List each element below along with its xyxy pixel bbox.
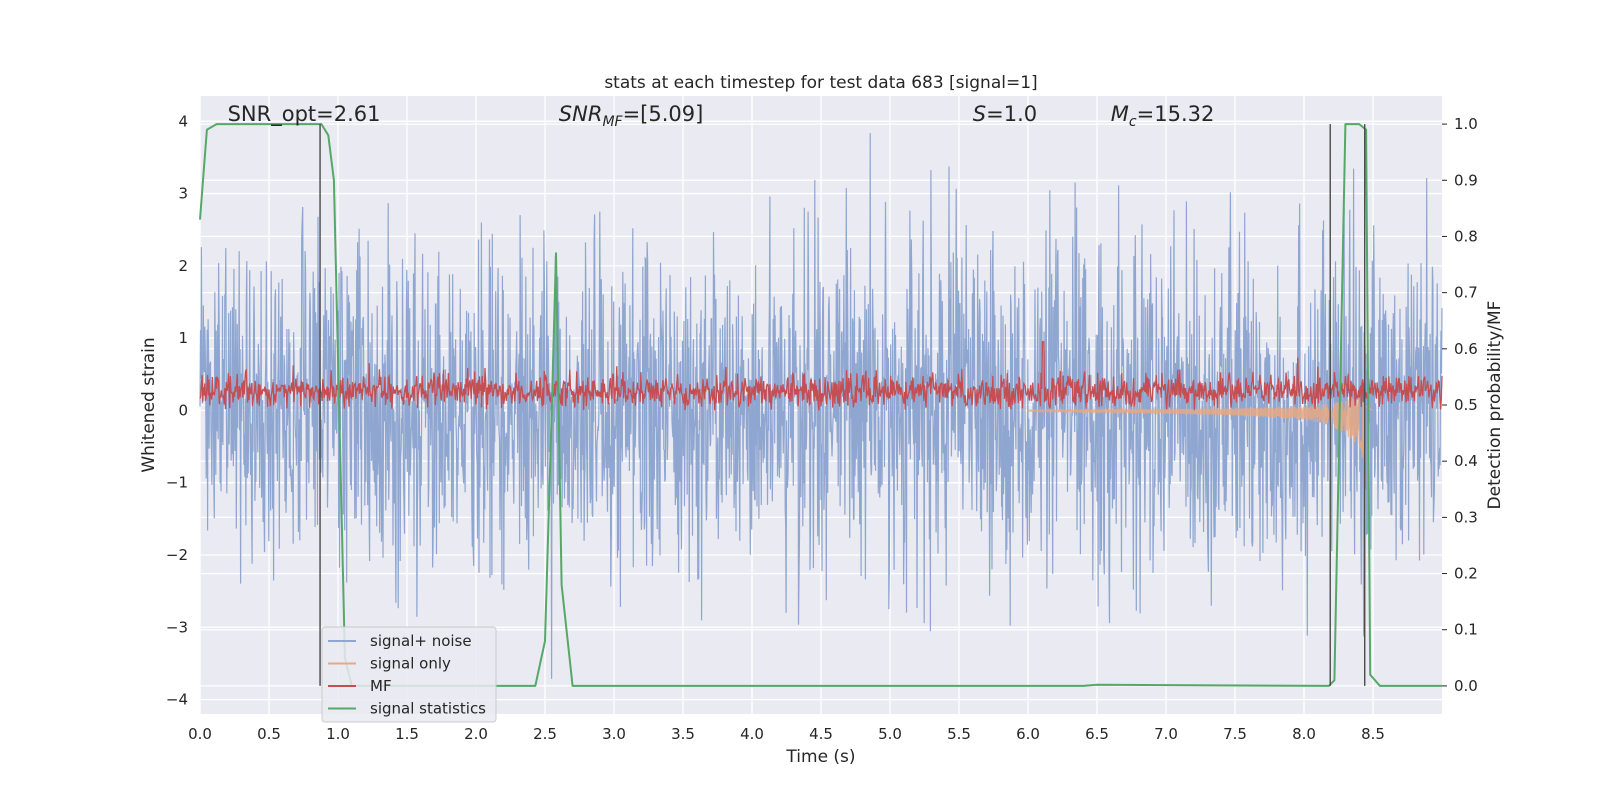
chart-title: stats at each timestep for test data 683… (604, 73, 1037, 93)
y-tick-label: 1 (178, 329, 188, 347)
x-tick-label: 7.5 (1223, 725, 1247, 743)
series-mf (199, 341, 1443, 411)
x-tick-label: 5.5 (947, 725, 971, 743)
x-tick-label: 1.0 (326, 725, 350, 743)
y-tick-label: 0 (178, 401, 188, 419)
y2-tick-label: 0.7 (1454, 284, 1478, 302)
legend-label: signal only (370, 655, 451, 673)
line-signal-statistics (199, 123, 1442, 687)
y2-tick-label: 1.0 (1454, 115, 1478, 133)
y-tick-label: 4 (178, 112, 188, 130)
x-tick-label: 4.5 (809, 725, 833, 743)
axis-ticks: 0.0 0.5 1.0 1.5 2.0 2.5 3.0 3.5 4.0 4.5 5.0 5.5 6.0 6… (166, 112, 1478, 743)
annotation-subscript: MF (602, 114, 623, 130)
x-tick-label: 4.0 (740, 725, 764, 743)
y-axis-label: Whitened strain (139, 337, 159, 472)
vertical-markers (319, 124, 1366, 686)
y-tick-label: 3 (178, 185, 188, 203)
y2-tick-label: 0.9 (1454, 171, 1478, 189)
y2-tick-label: 0.5 (1454, 396, 1478, 414)
series-signal-statistics (199, 123, 1442, 687)
annotation-main: SNR_opt=2.61 (228, 102, 381, 127)
y2-tick-label: 0.4 (1454, 452, 1478, 470)
x-tick-label: 2.0 (464, 725, 488, 743)
legend-label: signal statistics (370, 700, 486, 718)
y2-tick-label: 0.0 (1454, 677, 1478, 695)
annotation-text: SNRMF=[5.09] (559, 102, 704, 130)
annotation-main: SNR (559, 102, 603, 126)
line-signal-only (1027, 387, 1374, 459)
x-tick-label: 3.5 (671, 725, 695, 743)
x-tick-label: 0.0 (188, 725, 212, 743)
annotation-text: SNR_opt=2.61 (228, 102, 381, 127)
y-tick-label: −4 (166, 691, 188, 709)
y2-tick-label: 0.3 (1454, 508, 1478, 526)
y2-tick-label: 0.6 (1454, 340, 1478, 358)
legend: signal+ noise signal only MF signal statist… (321, 626, 497, 723)
annotation-subscript: c (1129, 114, 1137, 130)
y-tick-label: −3 (166, 618, 188, 636)
annotation-suffix: =1.0 (986, 102, 1037, 126)
legend-box (321, 626, 497, 723)
y-tick-label: −1 (166, 474, 188, 492)
annotation-main: S (973, 102, 986, 126)
series-signal-only (1027, 387, 1374, 459)
x-tick-label: 5.0 (878, 725, 902, 743)
x-tick-label: 8.5 (1361, 725, 1385, 743)
y2-tick-label: 0.8 (1454, 227, 1478, 245)
legend-label: MF (370, 677, 392, 695)
annotation-text: Mc=15.32 (1111, 102, 1215, 130)
y-tick-label: −2 (166, 546, 188, 564)
annotation-text: S=1.0 (973, 102, 1037, 126)
annotation-suffix: =[5.09] (623, 102, 704, 126)
y2-tick-label: 0.2 (1454, 565, 1478, 583)
x-tick-label: 1.5 (395, 725, 419, 743)
line-signal-noise (199, 133, 1443, 679)
x-tick-label: 7.0 (1154, 725, 1178, 743)
series-signal-noise (199, 133, 1443, 679)
x-axis-label: Time (s) (785, 747, 855, 767)
x-tick-label: 6.0 (1016, 725, 1040, 743)
y-tick-label: 2 (178, 257, 188, 275)
annotation-main: M (1111, 102, 1129, 126)
y2-tick-label: 0.1 (1454, 621, 1478, 639)
x-tick-label: 8.0 (1292, 725, 1316, 743)
legend-label: signal+ noise (370, 632, 472, 650)
x-tick-label: 2.5 (533, 725, 557, 743)
x-tick-label: 0.5 (257, 725, 281, 743)
y2-axis-label: Detection probability/MF (1485, 301, 1505, 510)
line-mf (199, 341, 1443, 411)
annotation-suffix: =15.32 (1137, 102, 1215, 126)
annotations: SNR_opt=2.61 SNRMF=[5.09] S=1.0 Mc=15.32 (228, 102, 1215, 130)
x-tick-label: 6.5 (1085, 725, 1109, 743)
x-tick-label: 3.0 (602, 725, 626, 743)
